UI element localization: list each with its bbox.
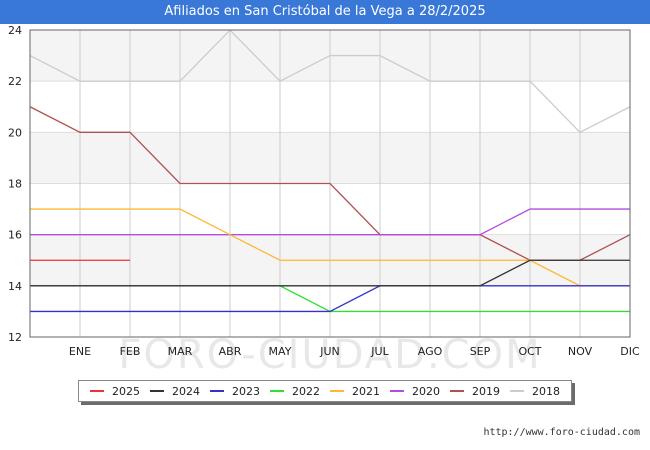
y-tick-label: 16 bbox=[8, 229, 22, 242]
y-tick-label: 12 bbox=[8, 331, 22, 344]
x-tick-label: SEP bbox=[470, 345, 491, 358]
x-tick-label: ABR bbox=[219, 345, 242, 358]
legend-swatch bbox=[330, 390, 344, 392]
legend-item-2024: 2024 bbox=[150, 385, 200, 398]
y-tick-label: 22 bbox=[8, 75, 22, 88]
y-tick-label: 20 bbox=[8, 126, 22, 139]
x-tick-label: ENE bbox=[69, 345, 91, 358]
series-line-2024 bbox=[30, 259, 630, 287]
legend-swatch bbox=[510, 390, 524, 392]
series-lines bbox=[29, 29, 631, 313]
plot-frame bbox=[29, 29, 631, 338]
x-tick-label: JUN bbox=[319, 345, 340, 358]
x-tick-label: MAY bbox=[269, 345, 292, 358]
legend-item-2023: 2023 bbox=[210, 385, 260, 398]
x-tick-label: OCT bbox=[518, 345, 541, 358]
footer-url: http://www.foro-ciudad.com bbox=[483, 427, 640, 438]
series-line-2023 bbox=[30, 285, 630, 313]
legend-item-2025: 2025 bbox=[90, 385, 140, 398]
y-tick-label: 14 bbox=[8, 280, 22, 293]
y-axis-ticks: 12 14 16 18 20 22 24 bbox=[8, 24, 22, 344]
legend-label: 2022 bbox=[292, 384, 320, 398]
legend-label: 2021 bbox=[352, 384, 380, 398]
series-line-2018 bbox=[29, 29, 631, 134]
legend-item-2019: 2019 bbox=[450, 385, 500, 398]
x-tick-label: FEB bbox=[120, 345, 141, 358]
x-axis-ticks: ENE FEB MAR ABR MAY JUN JUL AGO SEP OCT NOV DIC bbox=[69, 345, 640, 358]
legend-label: 2019 bbox=[472, 384, 500, 398]
x-tick-label: NOV bbox=[568, 345, 593, 358]
chart-title: Afiliados en San Cristóbal de la Vega a … bbox=[0, 0, 650, 24]
legend-swatch bbox=[90, 390, 104, 392]
legend-label: 2025 bbox=[112, 384, 140, 398]
x-tick-label: DIC bbox=[620, 345, 640, 358]
series-line-2020 bbox=[30, 208, 630, 236]
legend: 2025 2024 2023 2022 2021 2020 2019 2018 bbox=[78, 380, 572, 402]
legend-swatch bbox=[450, 390, 464, 392]
legend-swatch bbox=[270, 390, 284, 392]
legend-label: 2024 bbox=[172, 384, 200, 398]
legend-swatch bbox=[210, 390, 224, 392]
legend-item-2020: 2020 bbox=[390, 385, 440, 398]
legend-item-2021: 2021 bbox=[330, 385, 380, 398]
watermark-text: FORO-CIUDAD.COM bbox=[118, 332, 541, 378]
legend-label: 2018 bbox=[532, 384, 560, 398]
x-tick-label: MAR bbox=[168, 345, 193, 358]
legend-label: 2023 bbox=[232, 384, 260, 398]
legend-swatch bbox=[150, 390, 164, 392]
x-tick-label: AGO bbox=[418, 345, 443, 358]
x-tick-label: JUL bbox=[370, 345, 389, 358]
legend-swatch bbox=[390, 390, 404, 392]
y-tick-label: 24 bbox=[8, 24, 22, 37]
legend-label: 2020 bbox=[412, 384, 440, 398]
legend-item-2018: 2018 bbox=[510, 385, 560, 398]
legend-item-2022: 2022 bbox=[270, 385, 320, 398]
y-tick-label: 18 bbox=[8, 178, 22, 191]
